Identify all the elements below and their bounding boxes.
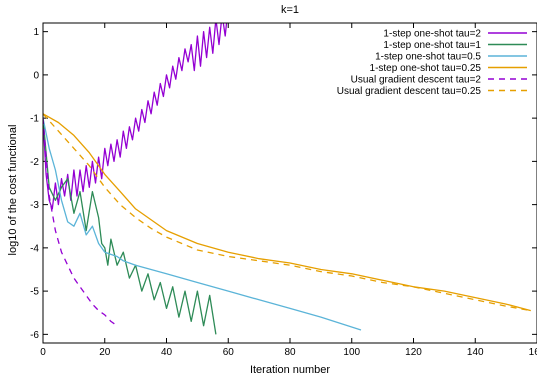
x-tick-label: 140	[467, 347, 484, 358]
y-tick-label: -3	[30, 200, 39, 211]
x-tick-label: 40	[161, 347, 173, 358]
series-layer	[43, 23, 531, 335]
legend-label: 1-step one-shot tau=0.5	[375, 52, 481, 63]
legend-label: 1-step one-shot tau=1	[383, 40, 481, 51]
legend-label: 1-step one-shot tau=0.25	[370, 63, 482, 74]
x-tick-label: 0	[40, 347, 46, 358]
legend-label: Usual gradient descent tau=2	[351, 75, 482, 86]
y-tick-label: -5	[30, 287, 39, 298]
plot-frame	[42, 22, 537, 344]
x-tick-label: 20	[99, 347, 111, 358]
x-tick-label: 160	[529, 347, 537, 358]
series-line-5	[43, 113, 531, 312]
y-tick-label: 0	[33, 70, 39, 81]
legend: 1-step one-shot tau=21-step one-shot tau…	[337, 29, 527, 97]
x-axis-label: Iteration number	[250, 364, 330, 376]
series-line-4	[43, 118, 118, 327]
y-tick-label: -6	[30, 330, 39, 341]
series-line-0	[43, 23, 228, 210]
y-tick-label: -1	[30, 114, 39, 125]
y-tick-label: -4	[30, 243, 39, 254]
series-line-2	[43, 117, 362, 331]
series-line-1	[43, 118, 217, 335]
y-tick-label: -2	[30, 157, 39, 168]
legend-label: 1-step one-shot tau=2	[383, 29, 481, 40]
x-tick-label: 100	[343, 347, 360, 358]
x-tick-label: 60	[223, 347, 235, 358]
y-axis-label: log10 of the cost functional	[7, 125, 19, 256]
y-tick-label: 1	[33, 27, 39, 38]
x-tick-label: 120	[405, 347, 422, 358]
chart-title: k=1	[281, 4, 299, 16]
legend-label: Usual gradient descent tau=0.25	[337, 86, 482, 97]
series-line-3	[43, 113, 531, 312]
x-tick-label: 80	[284, 347, 296, 358]
axis-ticks: 0 20 40 60 80 100 120 140 160 -6 -5 -4 -3 -2 -1 0 1	[30, 23, 537, 358]
